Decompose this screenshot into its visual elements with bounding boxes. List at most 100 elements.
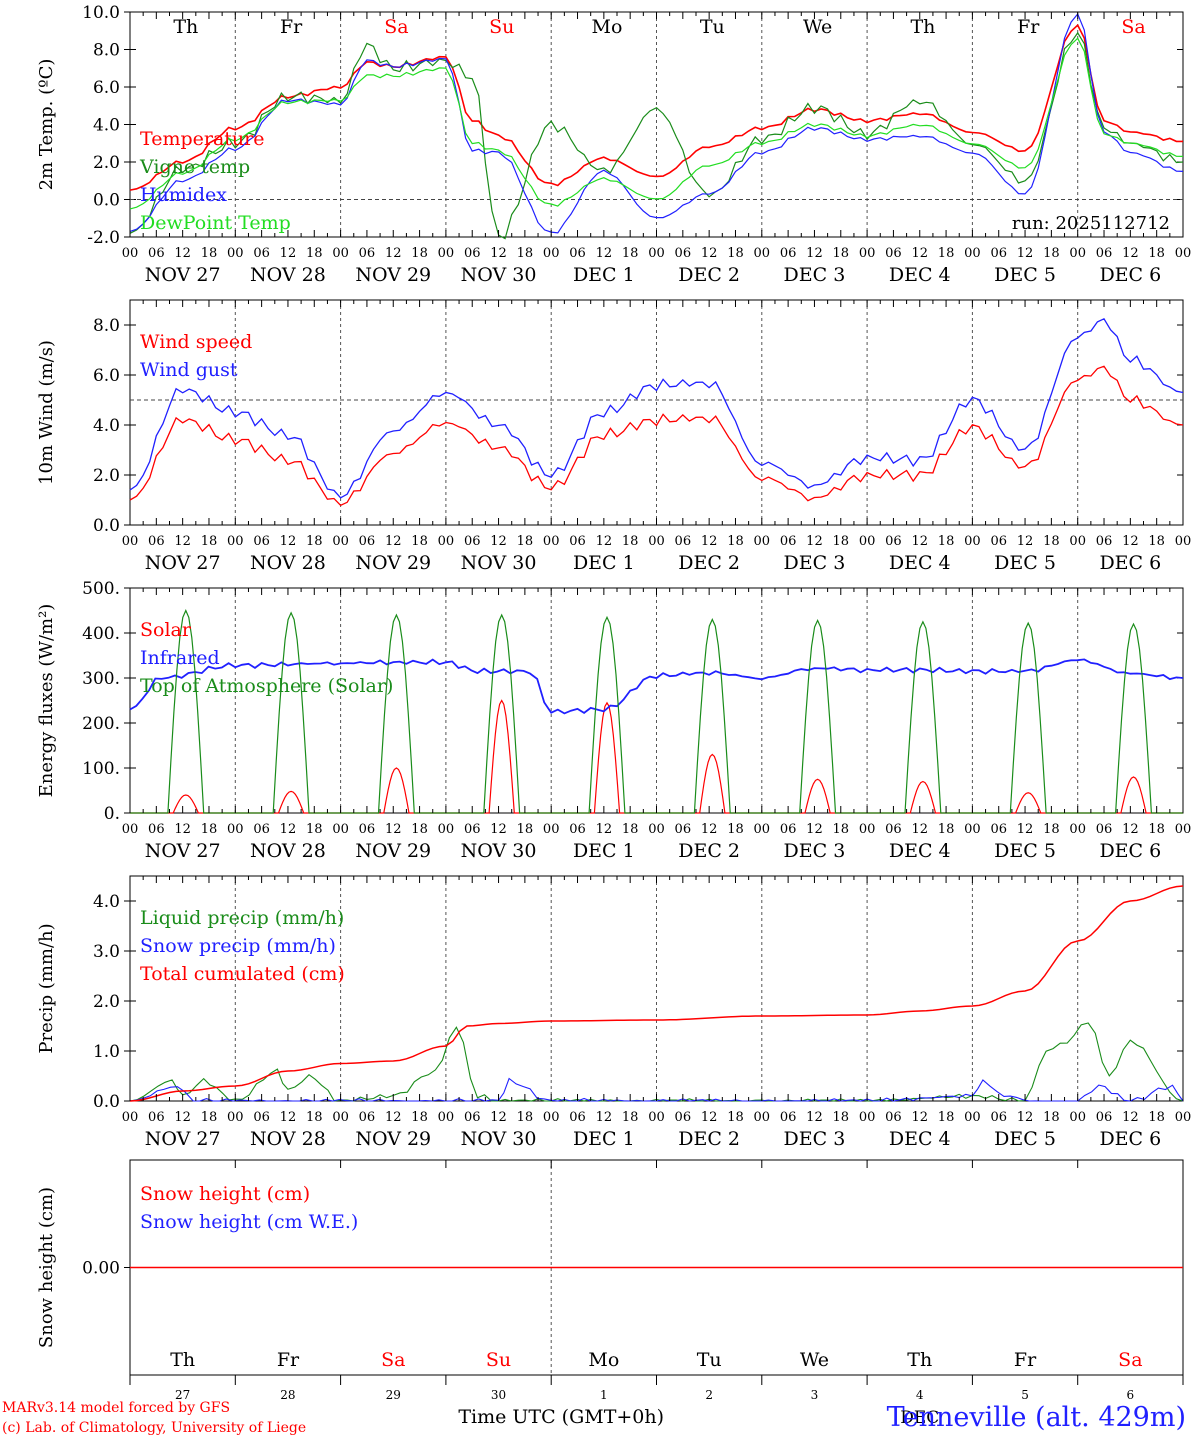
snow-weekday-label: Sa bbox=[381, 1349, 405, 1371]
precip-hour-label: 18 bbox=[938, 1110, 955, 1125]
precip-hour-label: 00 bbox=[122, 1110, 139, 1125]
precip-hour-label: 18 bbox=[306, 1110, 323, 1125]
temp-hour-label: 12 bbox=[701, 246, 718, 261]
flux-date-label: NOV 30 bbox=[461, 840, 537, 862]
precip-hour-label: 18 bbox=[622, 1110, 639, 1125]
snow-weekday-label: Fr bbox=[1014, 1349, 1037, 1371]
flux-ytick-label: 0. bbox=[104, 804, 120, 824]
snow-day-number: 28 bbox=[280, 1388, 295, 1402]
wind-date-label: DEC 6 bbox=[1099, 552, 1161, 574]
flux-hour-label: 06 bbox=[675, 822, 692, 837]
temp-hour-label: 06 bbox=[148, 246, 165, 261]
wind-ylabel: 10m Wind (m/s) bbox=[36, 340, 57, 485]
precip-hour-label: 06 bbox=[1096, 1110, 1113, 1125]
temp-hour-label: 00 bbox=[543, 246, 560, 261]
temp-ytick-label: 8.0 bbox=[93, 41, 120, 61]
temp-hour-label: 00 bbox=[438, 246, 455, 261]
wind-hour-label: 12 bbox=[280, 534, 297, 549]
wind-hour-label: 06 bbox=[148, 534, 165, 549]
temp-weekday-label: Su bbox=[489, 16, 514, 38]
flux-legend-solar: Solar bbox=[140, 619, 192, 641]
temp-hour-label: 06 bbox=[675, 246, 692, 261]
precip-date-label: NOV 29 bbox=[355, 1128, 431, 1150]
temp-date-label: NOV 30 bbox=[461, 264, 537, 286]
precip-hour-label: 18 bbox=[517, 1110, 534, 1125]
flux-hour-label: 12 bbox=[1017, 822, 1034, 837]
wind-ytick-label: 0.0 bbox=[93, 516, 120, 536]
temp-hour-label: 00 bbox=[964, 246, 981, 261]
precip-hour-label: 12 bbox=[701, 1110, 718, 1125]
station-name: Tenneville (alt. 429m) bbox=[886, 1402, 1186, 1433]
run-label: run: 2025112712 bbox=[1012, 213, 1170, 234]
flux-ytick-label: 100. bbox=[82, 759, 120, 779]
wind-date-label: DEC 4 bbox=[889, 552, 951, 574]
precip-hour-label: 12 bbox=[596, 1110, 613, 1125]
temp-hour-label: 18 bbox=[833, 246, 850, 261]
flux-ylabel: Energy fluxes (W/m²) bbox=[36, 604, 57, 798]
wind-date-label: DEC 5 bbox=[994, 552, 1056, 574]
flux-ytick-label: 300. bbox=[82, 669, 120, 689]
temp-ylabel: 2m Temp. (ºC) bbox=[36, 59, 57, 191]
precip-hour-label: 12 bbox=[174, 1110, 191, 1125]
wind-hour-label: 06 bbox=[675, 534, 692, 549]
snow-day-number: 2 bbox=[705, 1388, 713, 1402]
temp-hour-label: 12 bbox=[806, 246, 823, 261]
wind-hour-label: 00 bbox=[543, 534, 560, 549]
wind-hour-label: 00 bbox=[332, 534, 349, 549]
precip-hour-label: 12 bbox=[1017, 1110, 1034, 1125]
wind-hour-label: 00 bbox=[122, 534, 139, 549]
temp-date-label: DEC 1 bbox=[573, 264, 635, 286]
flux-hour-label: 12 bbox=[806, 822, 823, 837]
snow-day-number: 1 bbox=[600, 1388, 608, 1402]
temp-ytick-label: 4.0 bbox=[93, 116, 120, 136]
snow-weekday-label: Fr bbox=[277, 1349, 300, 1371]
flux-date-label: DEC 6 bbox=[1099, 840, 1161, 862]
precip-hour-label: 00 bbox=[859, 1110, 876, 1125]
wind-hour-label: 06 bbox=[1096, 534, 1113, 549]
wind-date-label: NOV 30 bbox=[461, 552, 537, 574]
wind-ytick-label: 2.0 bbox=[93, 466, 120, 486]
wind-hour-label: 12 bbox=[1017, 534, 1034, 549]
precip-hour-label: 12 bbox=[280, 1110, 297, 1125]
wind-hour-label: 18 bbox=[727, 534, 744, 549]
flux-hour-label: 00 bbox=[1175, 822, 1192, 837]
wind-hour-label: 18 bbox=[306, 534, 323, 549]
temp-hour-label: 00 bbox=[122, 246, 139, 261]
precip-ytick-label: 2.0 bbox=[93, 992, 120, 1012]
temp-hour-label: 12 bbox=[1122, 246, 1139, 261]
wind-date-label: DEC 3 bbox=[784, 552, 846, 574]
precip-series-total-cumulated-cm- bbox=[129, 885, 1184, 1102]
flux-hour-label: 12 bbox=[911, 822, 928, 837]
wind-hour-label: 12 bbox=[806, 534, 823, 549]
temp-hour-label: 18 bbox=[201, 246, 218, 261]
wind-hour-label: 18 bbox=[938, 534, 955, 549]
snow-weekday-label: Mo bbox=[588, 1349, 619, 1371]
temp-hour-label: 18 bbox=[411, 246, 428, 261]
wind-series-wind-speed bbox=[129, 365, 1184, 507]
flux-series-top-of-atmosphere-solar- bbox=[130, 608, 1183, 814]
flux-legend-top-of-atmosphere-solar-: Top of Atmosphere (Solar) bbox=[140, 675, 393, 697]
flux-date-label: DEC 3 bbox=[784, 840, 846, 862]
temp-weekday-label: Fr bbox=[280, 16, 303, 38]
wind-hour-label: 12 bbox=[174, 534, 191, 549]
wind-date-label: NOV 29 bbox=[355, 552, 431, 574]
wind-hour-label: 00 bbox=[754, 534, 771, 549]
precip-date-label: DEC 3 bbox=[784, 1128, 846, 1150]
flux-hour-label: 00 bbox=[754, 822, 771, 837]
flux-hour-label: 00 bbox=[543, 822, 560, 837]
temp-hour-label: 18 bbox=[622, 246, 639, 261]
precip-ytick-label: 0.0 bbox=[93, 1092, 120, 1112]
temp-weekday-label: Mo bbox=[592, 16, 623, 38]
temp-ytick-label: 2.0 bbox=[93, 153, 120, 173]
precip-legend-liquid-precip-mm-h-: Liquid precip (mm/h) bbox=[140, 907, 344, 929]
precip-hour-label: 00 bbox=[754, 1110, 771, 1125]
precip-legend-total-cumulated-cm-: Total cumulated (cm) bbox=[140, 963, 345, 985]
flux-hour-label: 00 bbox=[332, 822, 349, 837]
temp-ytick-label: 0.0 bbox=[93, 191, 120, 211]
snow-weekday-label: Su bbox=[486, 1349, 511, 1371]
wind-hour-label: 18 bbox=[517, 534, 534, 549]
snow-day-number: 3 bbox=[811, 1388, 819, 1402]
wind-hour-label: 12 bbox=[490, 534, 507, 549]
snow-day-number: 5 bbox=[1021, 1388, 1029, 1402]
